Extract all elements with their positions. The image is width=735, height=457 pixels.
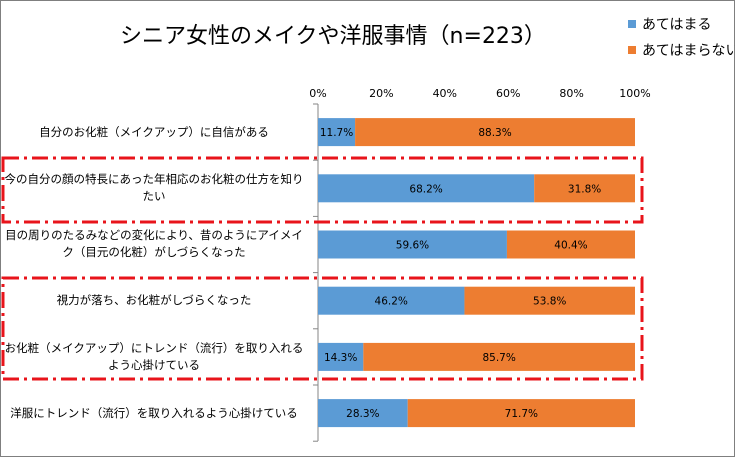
bar-disagree <box>407 399 635 428</box>
x-tick-label: 60% <box>496 87 520 100</box>
x-tick-label: 80% <box>559 87 583 100</box>
bar-agree <box>318 174 535 203</box>
highlight-box <box>1 276 644 381</box>
legend-swatch-disagree <box>628 46 636 54</box>
category-label: 自分のお化粧（メイクアップ）に自信がある <box>39 124 269 139</box>
bar-agree <box>318 342 364 371</box>
data-label: 68.2% <box>409 183 442 195</box>
data-label: 53.8% <box>533 296 566 308</box>
x-tick-label: 100% <box>619 87 650 100</box>
category-label: 目の周りのたるみなどの変化により、昔のようにアイメイク（目元の化粧）がしづらくな… <box>5 228 303 260</box>
data-label: 59.6% <box>396 240 429 252</box>
data-label: 11.7% <box>320 127 353 139</box>
bar-disagree <box>355 118 635 147</box>
bar-agree <box>318 118 356 147</box>
legend-label-agree: あてはまる <box>642 17 712 33</box>
data-label: 85.7% <box>482 352 515 364</box>
x-tick-label: 20% <box>369 87 393 100</box>
x-tick-label: 0% <box>309 87 326 100</box>
bar-agree <box>318 230 507 259</box>
bar-agree <box>318 399 408 428</box>
bar-disagree <box>464 286 635 315</box>
bar-agree <box>318 286 465 315</box>
data-label: 28.3% <box>346 408 379 420</box>
category-label: 今の自分の顔の特長にあった年相応のお化粧の仕方を知りたい <box>4 172 304 204</box>
data-label: 40.4% <box>554 240 587 252</box>
highlight-box <box>1 156 644 224</box>
legend-swatch-agree <box>628 20 636 28</box>
category-label: 視力が落ち、お化粧がしづらくなった <box>56 293 252 308</box>
bar-disagree <box>534 174 635 203</box>
chart-title: シニア女性のメイクや洋服事情（n=223） <box>120 24 546 49</box>
x-tick-label: 40% <box>433 87 457 100</box>
data-label: 31.8% <box>568 183 601 195</box>
data-label: 46.2% <box>375 296 408 308</box>
data-label: 88.3% <box>478 127 511 139</box>
category-label: 洋服にトレンド（流行）を取り入れるよう心掛けている <box>10 405 298 420</box>
legend-label-disagree: あてはまらない <box>642 43 735 59</box>
legend-item-disagree: あてはまらない <box>628 40 735 60</box>
category-label: お化粧（メイクアップ）にトレンド（流行）を取り入れるよう心掛けている <box>4 340 304 372</box>
bar-disagree <box>363 342 635 371</box>
data-label: 71.7% <box>505 408 538 420</box>
legend-item-agree: あてはまる <box>628 14 711 34</box>
data-label: 14.3% <box>324 352 357 364</box>
bar-disagree <box>506 230 635 259</box>
